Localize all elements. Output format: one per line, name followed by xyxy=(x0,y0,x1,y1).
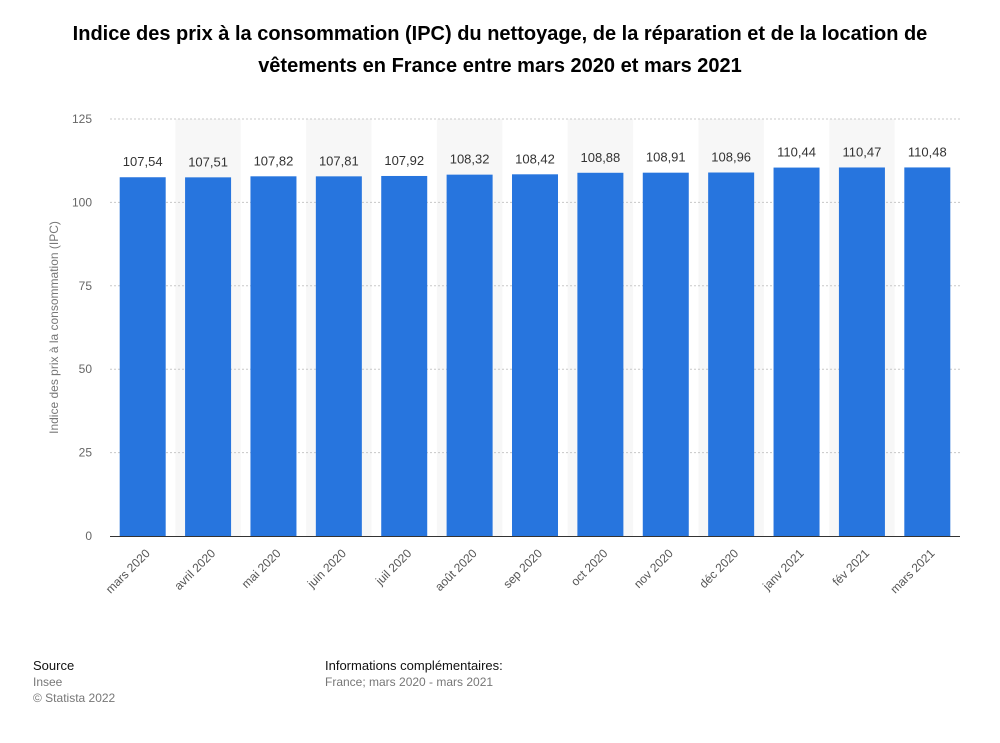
bar xyxy=(838,167,885,536)
value-label: 108,96 xyxy=(711,150,751,165)
bar xyxy=(250,176,297,536)
x-tick-label: avril 2020 xyxy=(172,546,219,593)
y-tick-label: 100 xyxy=(72,195,92,209)
info-heading: Informations complémentaires: xyxy=(325,658,503,673)
bar xyxy=(446,174,493,537)
bar xyxy=(773,167,820,537)
source-heading: Source xyxy=(33,658,75,673)
x-tick-label: mars 2021 xyxy=(887,546,937,596)
value-label: 107,82 xyxy=(254,153,294,168)
y-axis-title: Indice des prix à la consommation (IPC) xyxy=(47,221,61,434)
y-tick-label: 75 xyxy=(79,279,93,293)
value-label: 108,42 xyxy=(515,151,555,166)
bar xyxy=(904,167,951,536)
value-label: 110,44 xyxy=(777,145,816,160)
value-label: 108,88 xyxy=(581,150,621,165)
source-name: Insee xyxy=(33,675,63,689)
value-label: 110,48 xyxy=(908,144,947,159)
bar xyxy=(381,175,428,536)
bar xyxy=(708,172,755,536)
value-label: 108,91 xyxy=(646,150,686,165)
x-tick-label: juil 2020 xyxy=(372,546,414,588)
x-tick-label: nov 2020 xyxy=(631,546,676,591)
x-tick-label: déc 2020 xyxy=(696,546,741,591)
x-tick-label: oct 2020 xyxy=(568,546,611,589)
y-tick-label: 50 xyxy=(79,362,93,376)
bar xyxy=(119,177,166,536)
chart-title: Indice des prix à la consommation (IPC) … xyxy=(72,23,928,77)
x-tick-label: mai 2020 xyxy=(239,546,284,591)
bar xyxy=(642,172,689,536)
x-tick-label: mars 2020 xyxy=(103,546,153,596)
value-label: 108,32 xyxy=(450,152,490,167)
value-label: 107,92 xyxy=(384,153,424,168)
bar xyxy=(315,176,362,537)
copyright-text: © Statista 2022 xyxy=(33,691,116,705)
value-label: 110,47 xyxy=(843,144,882,159)
info-text: France; mars 2020 - mars 2021 xyxy=(325,675,494,689)
value-label: 107,51 xyxy=(188,154,228,169)
bar xyxy=(512,174,558,536)
x-tick-label: fév 2021 xyxy=(830,546,873,589)
x-tick-label: sep 2020 xyxy=(500,546,545,591)
bar xyxy=(577,172,624,537)
x-tick-label: août 2020 xyxy=(432,546,480,594)
value-label: 107,54 xyxy=(123,154,163,169)
value-label: 107,81 xyxy=(319,153,359,168)
source-block: Source Insee © Statista 2022 xyxy=(33,658,115,706)
info-block: Informations complémentaires: France; ma… xyxy=(325,658,503,690)
x-tick-label: janv 2021 xyxy=(759,546,807,594)
y-tick-label: 0 xyxy=(85,529,92,543)
x-tick-label: juin 2020 xyxy=(304,546,349,591)
y-tick-label: 25 xyxy=(79,446,93,460)
y-tick-label: 125 xyxy=(72,112,92,126)
bar xyxy=(185,177,232,537)
